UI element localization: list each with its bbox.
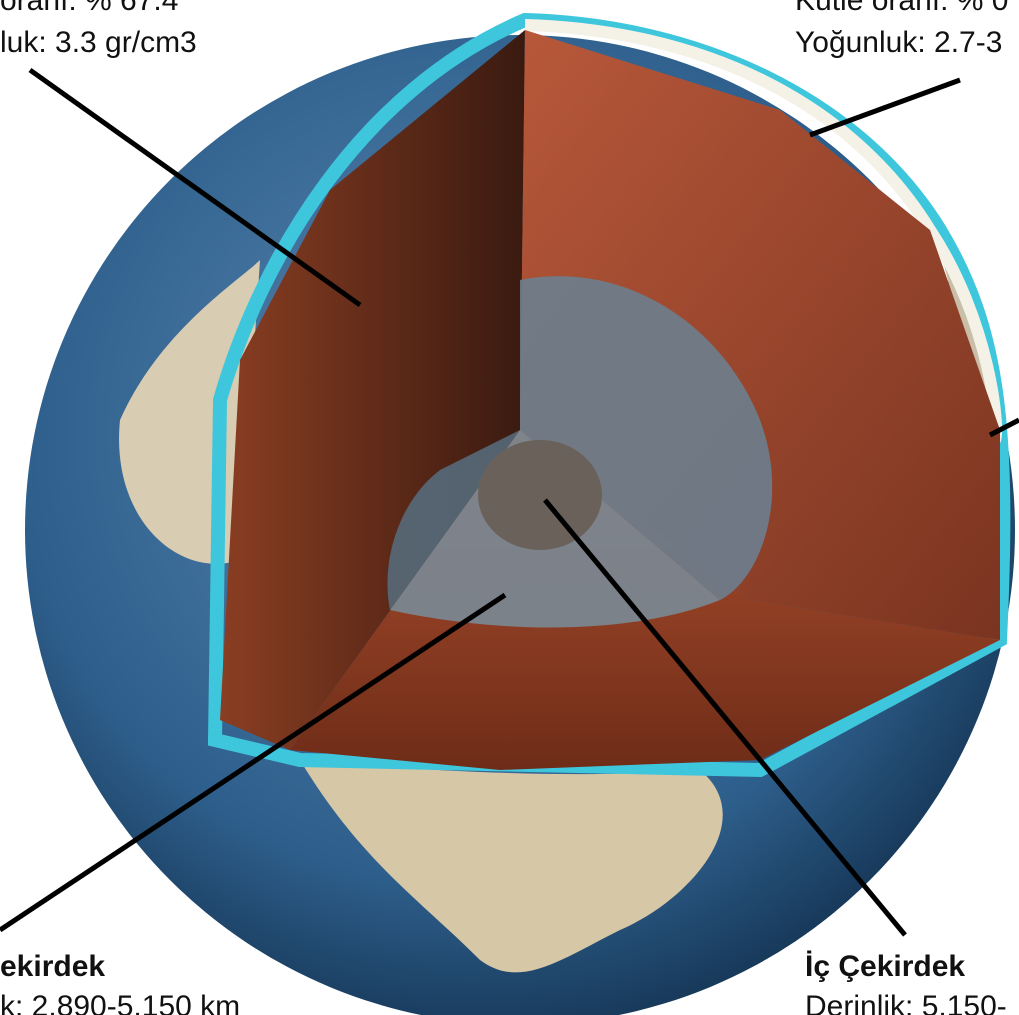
leader-lines: [0, 67, 1019, 937]
outer-core: [520, 276, 773, 600]
crust-edge: [524, 19, 1003, 443]
label-title: ekirdek: [0, 950, 106, 983]
leader-line: [809, 77, 961, 138]
label: Yoğunluk: 2.7-3: [795, 26, 1003, 59]
label: Derinlik: 5.150-: [805, 990, 1007, 1015]
leader-line: [28, 67, 362, 308]
label: luk: 3.3 gr/cm3: [0, 26, 197, 59]
label: k: 2.890-5.150 km: [0, 990, 241, 1015]
label-title: İç Çekirdek: [805, 950, 966, 983]
leader-line: [988, 417, 1019, 438]
continent: [300, 760, 723, 973]
leader-line: [543, 498, 907, 937]
inner-core: [478, 440, 602, 550]
label: oranı: % 67.4: [0, 0, 179, 17]
mantle-face: [220, 30, 525, 750]
label: Kütle oranı: % 0: [795, 0, 1009, 17]
leader-line: [0, 592, 507, 933]
